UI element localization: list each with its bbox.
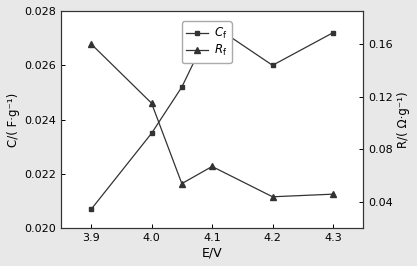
$R_{\mathrm{f}}$ bbox=[149, 102, 154, 105]
Y-axis label: R/( Ω·g⁻¹): R/( Ω·g⁻¹) bbox=[397, 91, 410, 148]
$C_{\mathrm{f}}$ bbox=[179, 85, 184, 89]
Y-axis label: C/( F·g⁻¹): C/( F·g⁻¹) bbox=[7, 93, 20, 147]
X-axis label: E/V: E/V bbox=[202, 246, 222, 259]
Legend: $C_{\mathrm{f}}$, $R_{\mathrm{f}}$: $C_{\mathrm{f}}$, $R_{\mathrm{f}}$ bbox=[182, 21, 231, 63]
$C_{\mathrm{f}}$ bbox=[270, 64, 275, 67]
$R_{\mathrm{f}}$ bbox=[270, 195, 275, 198]
$C_{\mathrm{f}}$ bbox=[331, 31, 336, 34]
Line: $C_{\mathrm{f}}$: $C_{\mathrm{f}}$ bbox=[89, 22, 335, 212]
$C_{\mathrm{f}}$ bbox=[210, 23, 215, 26]
$R_{\mathrm{f}}$ bbox=[179, 182, 184, 185]
$R_{\mathrm{f}}$ bbox=[331, 193, 336, 196]
$C_{\mathrm{f}}$ bbox=[149, 132, 154, 135]
$R_{\mathrm{f}}$ bbox=[210, 165, 215, 168]
Line: $R_{\mathrm{f}}$: $R_{\mathrm{f}}$ bbox=[88, 41, 336, 199]
$R_{\mathrm{f}}$ bbox=[88, 42, 93, 45]
$C_{\mathrm{f}}$ bbox=[88, 208, 93, 211]
